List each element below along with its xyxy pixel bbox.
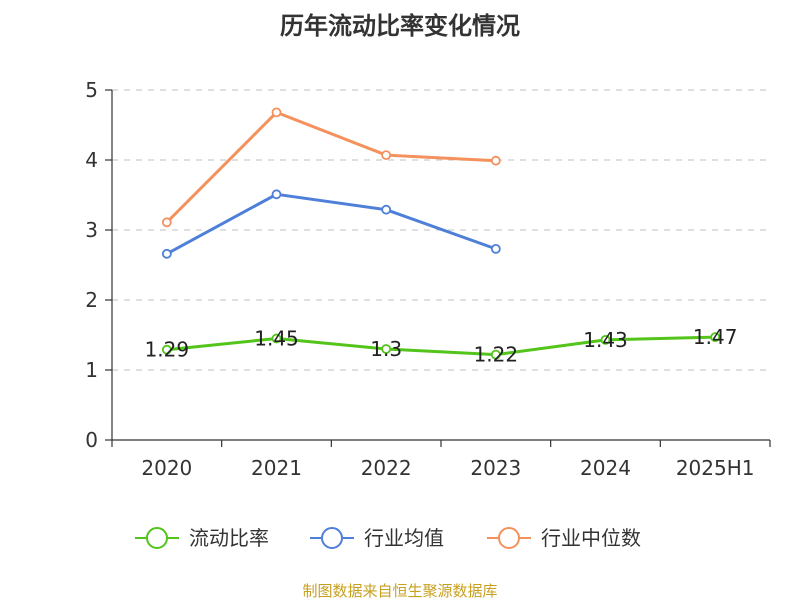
- legend-item[interactable]: 流动比率: [135, 526, 269, 550]
- x-tick-label: 2021: [251, 456, 302, 480]
- y-tick-label: 2: [85, 288, 98, 312]
- x-tick-label: 2023: [470, 456, 521, 480]
- data-label: 1.22: [474, 343, 519, 367]
- series-line-1: [166, 192, 497, 256]
- axes: 0 1 2 3 4 5 2020 2021 2022 2023 2024 2025H1: [85, 78, 771, 480]
- data-label: 1.29: [145, 338, 190, 362]
- data-point[interactable]: [271, 189, 282, 200]
- y-tick-label: 0: [85, 428, 98, 452]
- data-label: 1.3: [370, 337, 402, 361]
- legend-label: 流动比率: [189, 526, 269, 550]
- series-line-0: [166, 335, 716, 357]
- data-point[interactable]: [381, 344, 392, 354]
- data-point[interactable]: [381, 204, 392, 215]
- x-tick-label: 2022: [361, 456, 412, 480]
- legend-swatch-marker: [146, 527, 168, 549]
- data-point[interactable]: [271, 107, 282, 118]
- legend-swatch-marker: [498, 527, 520, 549]
- source-note: 制图数据来自恒生聚源数据库: [302, 582, 497, 600]
- data-point[interactable]: [490, 155, 501, 166]
- data-point[interactable]: [271, 333, 282, 344]
- data-label: 1.43: [583, 328, 628, 352]
- x-tick-label: 2025H1: [676, 456, 755, 480]
- y-tick-label: 1: [85, 358, 98, 382]
- legend-swatch-marker: [321, 527, 343, 549]
- y-tick-label: 4: [85, 148, 98, 172]
- data-point[interactable]: [161, 248, 172, 259]
- data-point[interactable]: [161, 217, 172, 228]
- x-tick-label: 2020: [141, 456, 192, 480]
- legend-item[interactable]: 行业均值: [310, 526, 444, 550]
- data-point[interactable]: [490, 349, 501, 360]
- data-point[interactable]: [490, 243, 501, 254]
- y-tick-label: 3: [85, 218, 98, 242]
- data-point[interactable]: [381, 150, 392, 161]
- y-tick-label: 5: [85, 78, 98, 102]
- chart-title: 历年流动比率变化情况: [280, 12, 520, 40]
- data-point[interactable]: [710, 332, 721, 343]
- data-point[interactable]: [600, 334, 611, 345]
- legend-label: 行业中位数: [541, 526, 641, 550]
- data-point[interactable]: [161, 344, 172, 355]
- legend-label: 行业均值: [364, 526, 444, 550]
- legend[interactable]: 流动比率 行业均值 行业中位数: [135, 526, 641, 550]
- legend-item[interactable]: 行业中位数: [487, 526, 641, 550]
- series-line-2: [165, 110, 496, 224]
- series-layer: 1.29 1.45 1.3 1.22 1.43 1.47: [145, 107, 738, 367]
- data-label: 1.47: [693, 325, 738, 349]
- x-tick-label: 2024: [580, 456, 631, 480]
- data-label: 1.45: [254, 327, 299, 351]
